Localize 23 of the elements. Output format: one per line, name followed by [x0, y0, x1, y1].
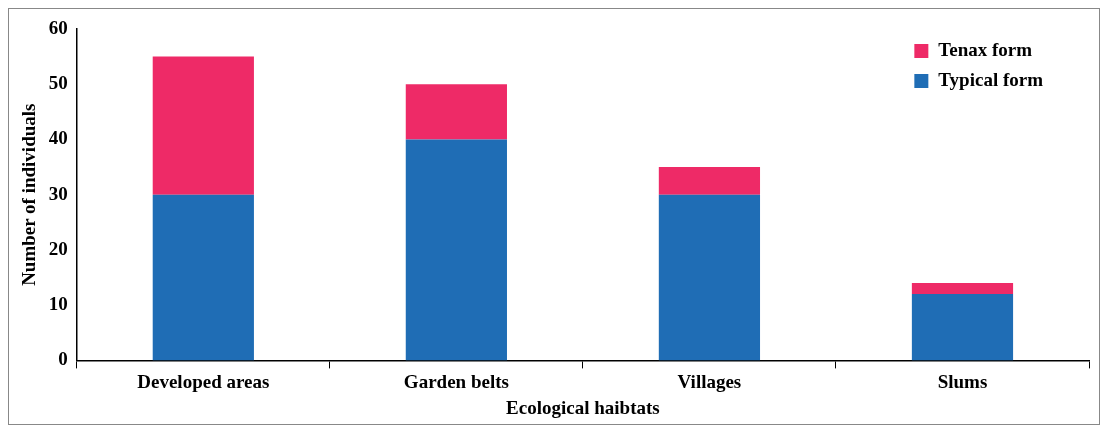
y-tick-label: 60 [48, 16, 68, 38]
y-axis-title: Number of individuals [18, 103, 40, 286]
bar [911, 294, 1014, 361]
y-tick-label: 0 [58, 348, 68, 370]
bar [658, 194, 761, 361]
x-tick-label: Slums [937, 370, 988, 392]
bar [405, 84, 507, 140]
y-tick-label: 10 [48, 293, 68, 315]
bar [658, 167, 761, 195]
y-tick-label: 20 [48, 237, 68, 259]
bar [911, 283, 1014, 295]
x-tick-label: Developed areas [137, 370, 270, 392]
x-axis-title: Ecological haibtats [506, 396, 660, 418]
legend-label: Typical form [938, 68, 1044, 90]
x-tick-label: Garden belts [403, 370, 509, 392]
bar [405, 139, 507, 361]
x-tick-label: Villages [677, 370, 742, 392]
legend-label: Tenax form [938, 38, 1033, 60]
bar [152, 56, 254, 195]
y-tick-label: 50 [48, 72, 68, 94]
bar [152, 194, 254, 361]
y-tick-label: 40 [48, 127, 68, 149]
y-tick-label: 30 [48, 182, 68, 204]
